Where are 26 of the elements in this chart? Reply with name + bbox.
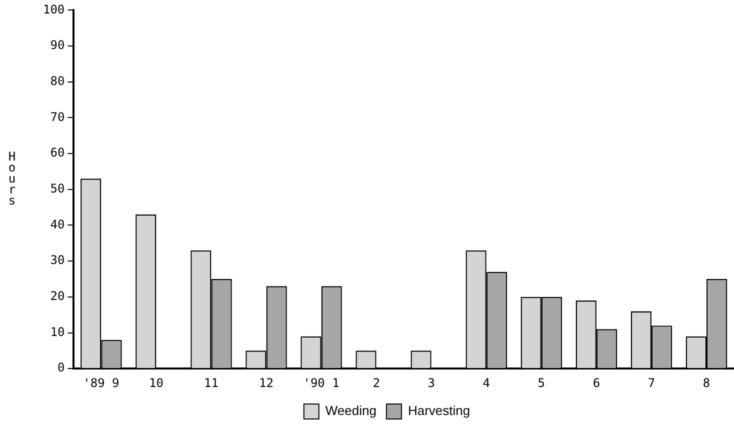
x-tick-label: 4 — [482, 376, 490, 390]
x-tick-label: 8 — [702, 376, 710, 390]
y-tick-label: 40 — [50, 217, 65, 232]
x-tick-label: 12 — [259, 376, 274, 390]
x-tick-label: '90 1 — [303, 376, 340, 390]
x-tick-label: 7 — [648, 376, 656, 390]
y-tick-label: 30 — [50, 253, 65, 268]
y-tick-label: 0 — [57, 360, 65, 375]
x-tick-label: 11 — [204, 376, 218, 390]
legend-label: Weeding — [325, 403, 376, 418]
x-tick-label: 5 — [538, 376, 546, 390]
y-tick-label: 70 — [50, 110, 65, 124]
x-tick-label: '89 9 — [83, 376, 120, 390]
y-tick-label: 20 — [50, 289, 65, 304]
x-tick-label: 10 — [148, 376, 164, 390]
y-tick-label: 50 — [50, 182, 65, 196]
legend-label: Harvesting — [408, 403, 470, 418]
y-tick-label: 10 — [50, 324, 65, 339]
y-tick-label: 90 — [50, 38, 65, 52]
y-tick-label: 80 — [50, 74, 65, 88]
y-tick-label: 100 — [42, 2, 65, 16]
y-axis-title: Hours — [8, 150, 16, 208]
y-tick-label: 60 — [50, 146, 65, 160]
x-tick-label: 2 — [372, 376, 380, 390]
x-tick-label: 6 — [592, 376, 600, 390]
x-tick-label: 3 — [428, 376, 435, 390]
